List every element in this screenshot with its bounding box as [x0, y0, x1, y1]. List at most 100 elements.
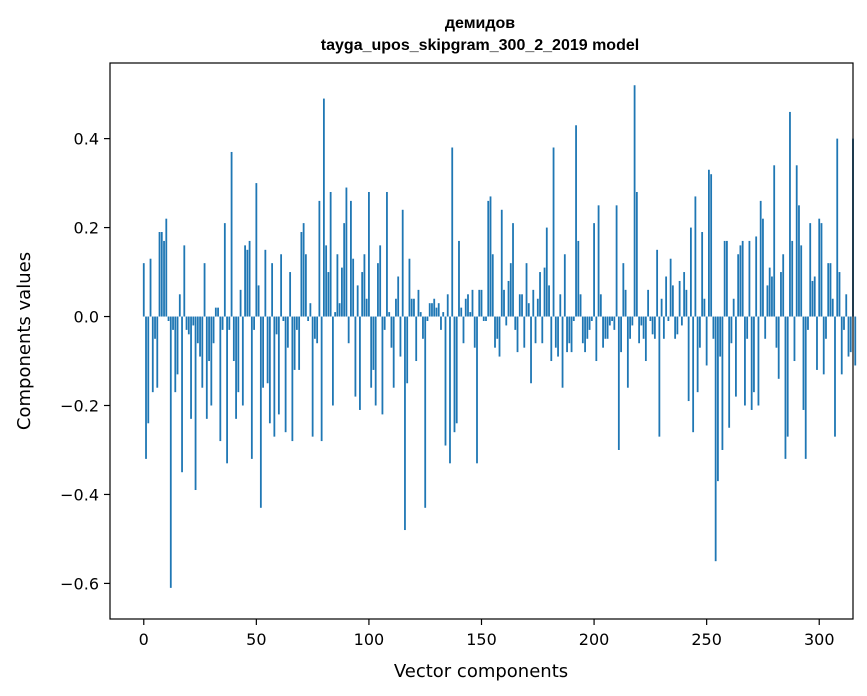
y-axis-label: Components values [14, 252, 35, 430]
bar [444, 316, 447, 446]
bar [343, 223, 346, 317]
bar [827, 263, 830, 317]
bar [735, 316, 737, 397]
bar [804, 316, 807, 459]
bar [255, 183, 258, 317]
bar [762, 218, 764, 317]
bar [649, 316, 652, 321]
bar [480, 289, 483, 317]
bar [802, 316, 805, 410]
bar [228, 316, 231, 330]
bar [322, 98, 325, 317]
bar [156, 316, 159, 388]
bar [656, 249, 659, 317]
bar [379, 245, 382, 317]
bar [433, 298, 436, 317]
bar [221, 316, 224, 330]
bar [264, 249, 267, 317]
bar [302, 223, 305, 317]
bar [257, 285, 260, 317]
bar [417, 289, 420, 317]
bar [566, 316, 568, 353]
bar [543, 267, 546, 317]
bar [539, 272, 541, 317]
bar [300, 232, 303, 317]
bar [336, 254, 339, 317]
bar [419, 312, 422, 317]
bar [721, 316, 724, 450]
bar [590, 316, 593, 321]
bar [793, 316, 796, 362]
bar [744, 316, 746, 406]
bar [561, 316, 564, 388]
bar [282, 316, 285, 321]
bar [244, 245, 246, 317]
bar [660, 298, 663, 317]
bar [552, 147, 555, 317]
bar [784, 316, 787, 459]
bar [617, 316, 620, 450]
bar [766, 285, 769, 317]
bar [694, 196, 697, 317]
bar [246, 249, 249, 317]
bar [764, 316, 767, 339]
bar [512, 223, 514, 317]
bar [789, 111, 791, 317]
bar [462, 316, 465, 344]
bar [674, 316, 677, 339]
bar [687, 316, 690, 402]
bar [635, 191, 638, 317]
bar [446, 294, 449, 317]
bar [689, 227, 692, 317]
bar [318, 200, 321, 317]
bar [327, 272, 330, 317]
bar [338, 303, 341, 317]
bar [849, 316, 852, 353]
bar [190, 316, 192, 419]
bar [523, 316, 526, 348]
bar [518, 294, 521, 317]
bar [699, 316, 701, 348]
bar [478, 289, 481, 317]
bar [527, 303, 530, 317]
bar [620, 316, 622, 353]
bar [633, 85, 636, 317]
bar [271, 263, 274, 317]
bar [629, 316, 631, 339]
bar [816, 316, 818, 370]
bar [692, 316, 695, 433]
bar [160, 232, 163, 317]
bar [717, 316, 719, 482]
bar [413, 298, 415, 317]
y-axis: −0.6 −0.4 −0.2 0.0 0.2 0.4 [60, 130, 110, 593]
bar [253, 316, 255, 330]
bar [489, 196, 492, 317]
bar [431, 303, 433, 317]
bar [395, 298, 397, 317]
bar [615, 205, 618, 317]
bar [714, 316, 717, 562]
bar [370, 316, 373, 388]
bar [554, 316, 557, 348]
bar [662, 316, 665, 339]
bar [226, 316, 228, 464]
bar [739, 245, 742, 317]
chart-subtitle: tayga_upos_skipgram_300_2_2019 model [321, 37, 639, 54]
bar [843, 316, 845, 330]
bar [262, 316, 264, 388]
bar [316, 316, 319, 344]
bar [167, 316, 170, 321]
bar [178, 294, 181, 317]
bar [534, 316, 537, 344]
bar [584, 316, 586, 353]
bar [275, 316, 278, 335]
bar [453, 316, 456, 433]
bar [250, 316, 253, 459]
bar [289, 272, 292, 317]
bar [426, 316, 429, 321]
x-tick-label: 0 [139, 630, 149, 649]
bar [435, 307, 438, 317]
bar [631, 316, 634, 326]
bar [728, 316, 731, 428]
bar [545, 227, 548, 317]
